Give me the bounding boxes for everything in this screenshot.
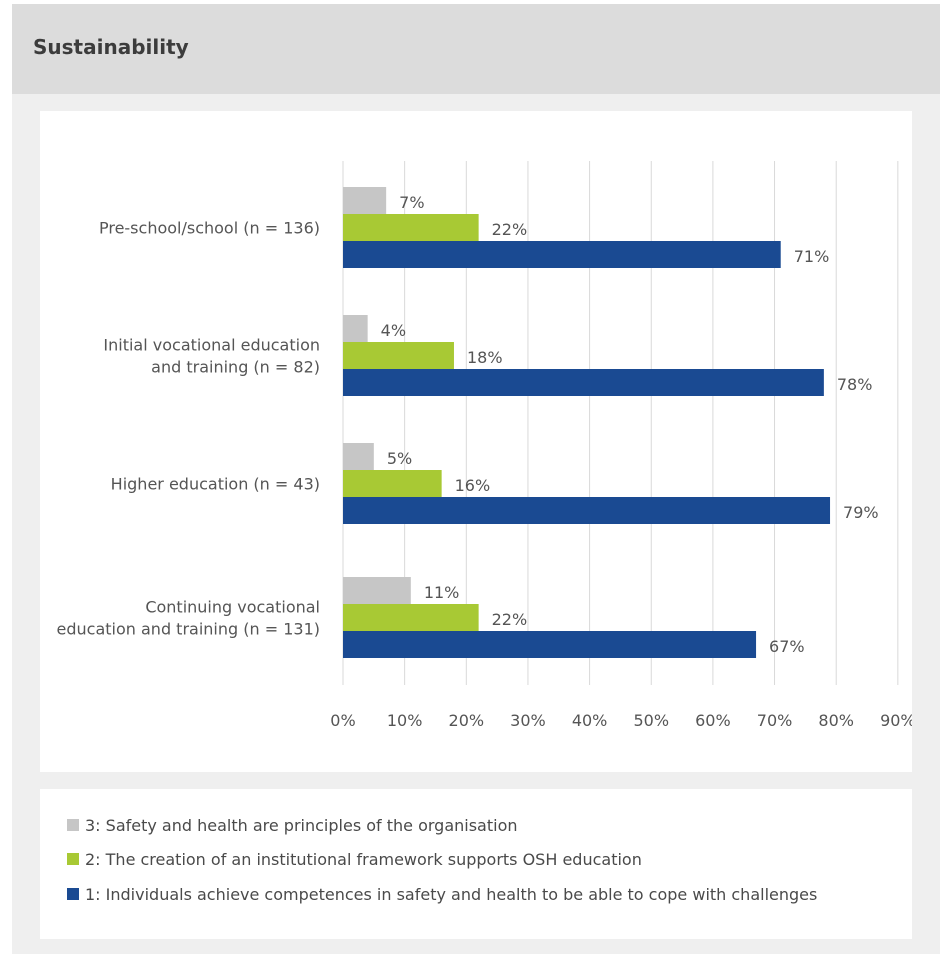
bar-series-3-category-3 [343, 497, 831, 524]
x-tick-label-60: 60% [695, 711, 731, 730]
category-label-2-line-2: and training (n = 82) [151, 358, 320, 377]
bar-series-1-category-4 [343, 577, 411, 604]
x-tick-label-70: 70% [757, 711, 793, 730]
category-label-4-line-1: Continuing vocational [145, 598, 320, 617]
x-tick-label-0: 0% [330, 711, 355, 730]
legend-label-series-3: 3: Safety and health are principles of t… [85, 815, 518, 835]
bar-series-3-category-4 [343, 631, 757, 658]
legend-item-series-1: 1: Individuals achieve competences in sa… [67, 884, 817, 904]
x-tick-label-20: 20% [449, 711, 485, 730]
legend-label-series-1: 1: Individuals achieve competences in sa… [85, 884, 818, 904]
data-label-series-2-category-4: 22% [492, 610, 528, 629]
x-tick-label-10: 10% [387, 711, 423, 730]
data-label-series-1-category-4: 11% [424, 583, 460, 602]
data-label-series-3-category-2: 78% [837, 375, 873, 394]
bar-series-1-category-1 [343, 187, 387, 214]
page-title: Sustainability [33, 35, 189, 59]
category-label-4-line-2: education and training (n = 131) [57, 620, 320, 639]
category-label-3: Higher education (n = 43) [111, 475, 320, 494]
bar-series-1-category-2 [343, 315, 368, 342]
x-tick-label-50: 50% [633, 711, 669, 730]
legend-label-series-2: 2: The creation of an institutional fram… [85, 849, 642, 869]
legend-swatch-series-1 [67, 888, 79, 900]
category-label-2-line-1: Initial vocational education [103, 336, 320, 355]
bar-series-3-category-2 [343, 369, 824, 396]
bar-series-2-category-4 [343, 604, 479, 631]
x-tick-label-90: 90% [880, 711, 912, 730]
x-tick-label-80: 80% [818, 711, 854, 730]
bar-series-2-category-2 [343, 342, 454, 369]
data-label-series-3-category-4: 67% [769, 637, 805, 656]
data-label-series-1-category-3: 5% [387, 449, 412, 468]
chart-panel: Sustainability 0% 10% 20% 30% 40% 50% 60% 70% 80… [12, 4, 940, 954]
x-tick-label-40: 40% [572, 711, 608, 730]
data-label-series-3-category-1: 71% [794, 247, 830, 266]
chart-card: 0% 10% 20% 30% 40% 50% 60% 70% 80% 90% 7% 4% 5% 11% 22… [40, 111, 912, 772]
bar-series-1-category-3 [343, 443, 374, 470]
legend-item-series-2: 2: The creation of an institutional fram… [67, 849, 642, 869]
bar-series-3-category-1 [343, 241, 781, 268]
bar-series-2-category-1 [343, 214, 479, 241]
data-label-series-2-category-3: 16% [455, 476, 491, 495]
data-label-series-3-category-3: 79% [843, 503, 879, 522]
data-label-series-1-category-2: 4% [381, 321, 406, 340]
data-label-series-2-category-2: 18% [467, 348, 503, 367]
category-label-1: Pre-school/school (n = 136) [99, 219, 320, 238]
x-tick-label-30: 30% [510, 711, 546, 730]
bar-chart: 0% 10% 20% 30% 40% 50% 60% 70% 80% 90% 7% 4% 5% 11% 22… [57, 161, 912, 730]
data-label-series-1-category-1: 7% [399, 193, 424, 212]
legend: 3: Safety and health are principles of t… [40, 789, 912, 939]
legend-item-series-3: 3: Safety and health are principles of t… [67, 815, 518, 835]
panel-header: Sustainability [12, 4, 940, 94]
legend-swatch-series-3 [67, 819, 79, 831]
bar-series-2-category-3 [343, 470, 442, 497]
legend-swatch-series-2 [67, 853, 79, 865]
data-label-series-2-category-1: 22% [492, 220, 528, 239]
